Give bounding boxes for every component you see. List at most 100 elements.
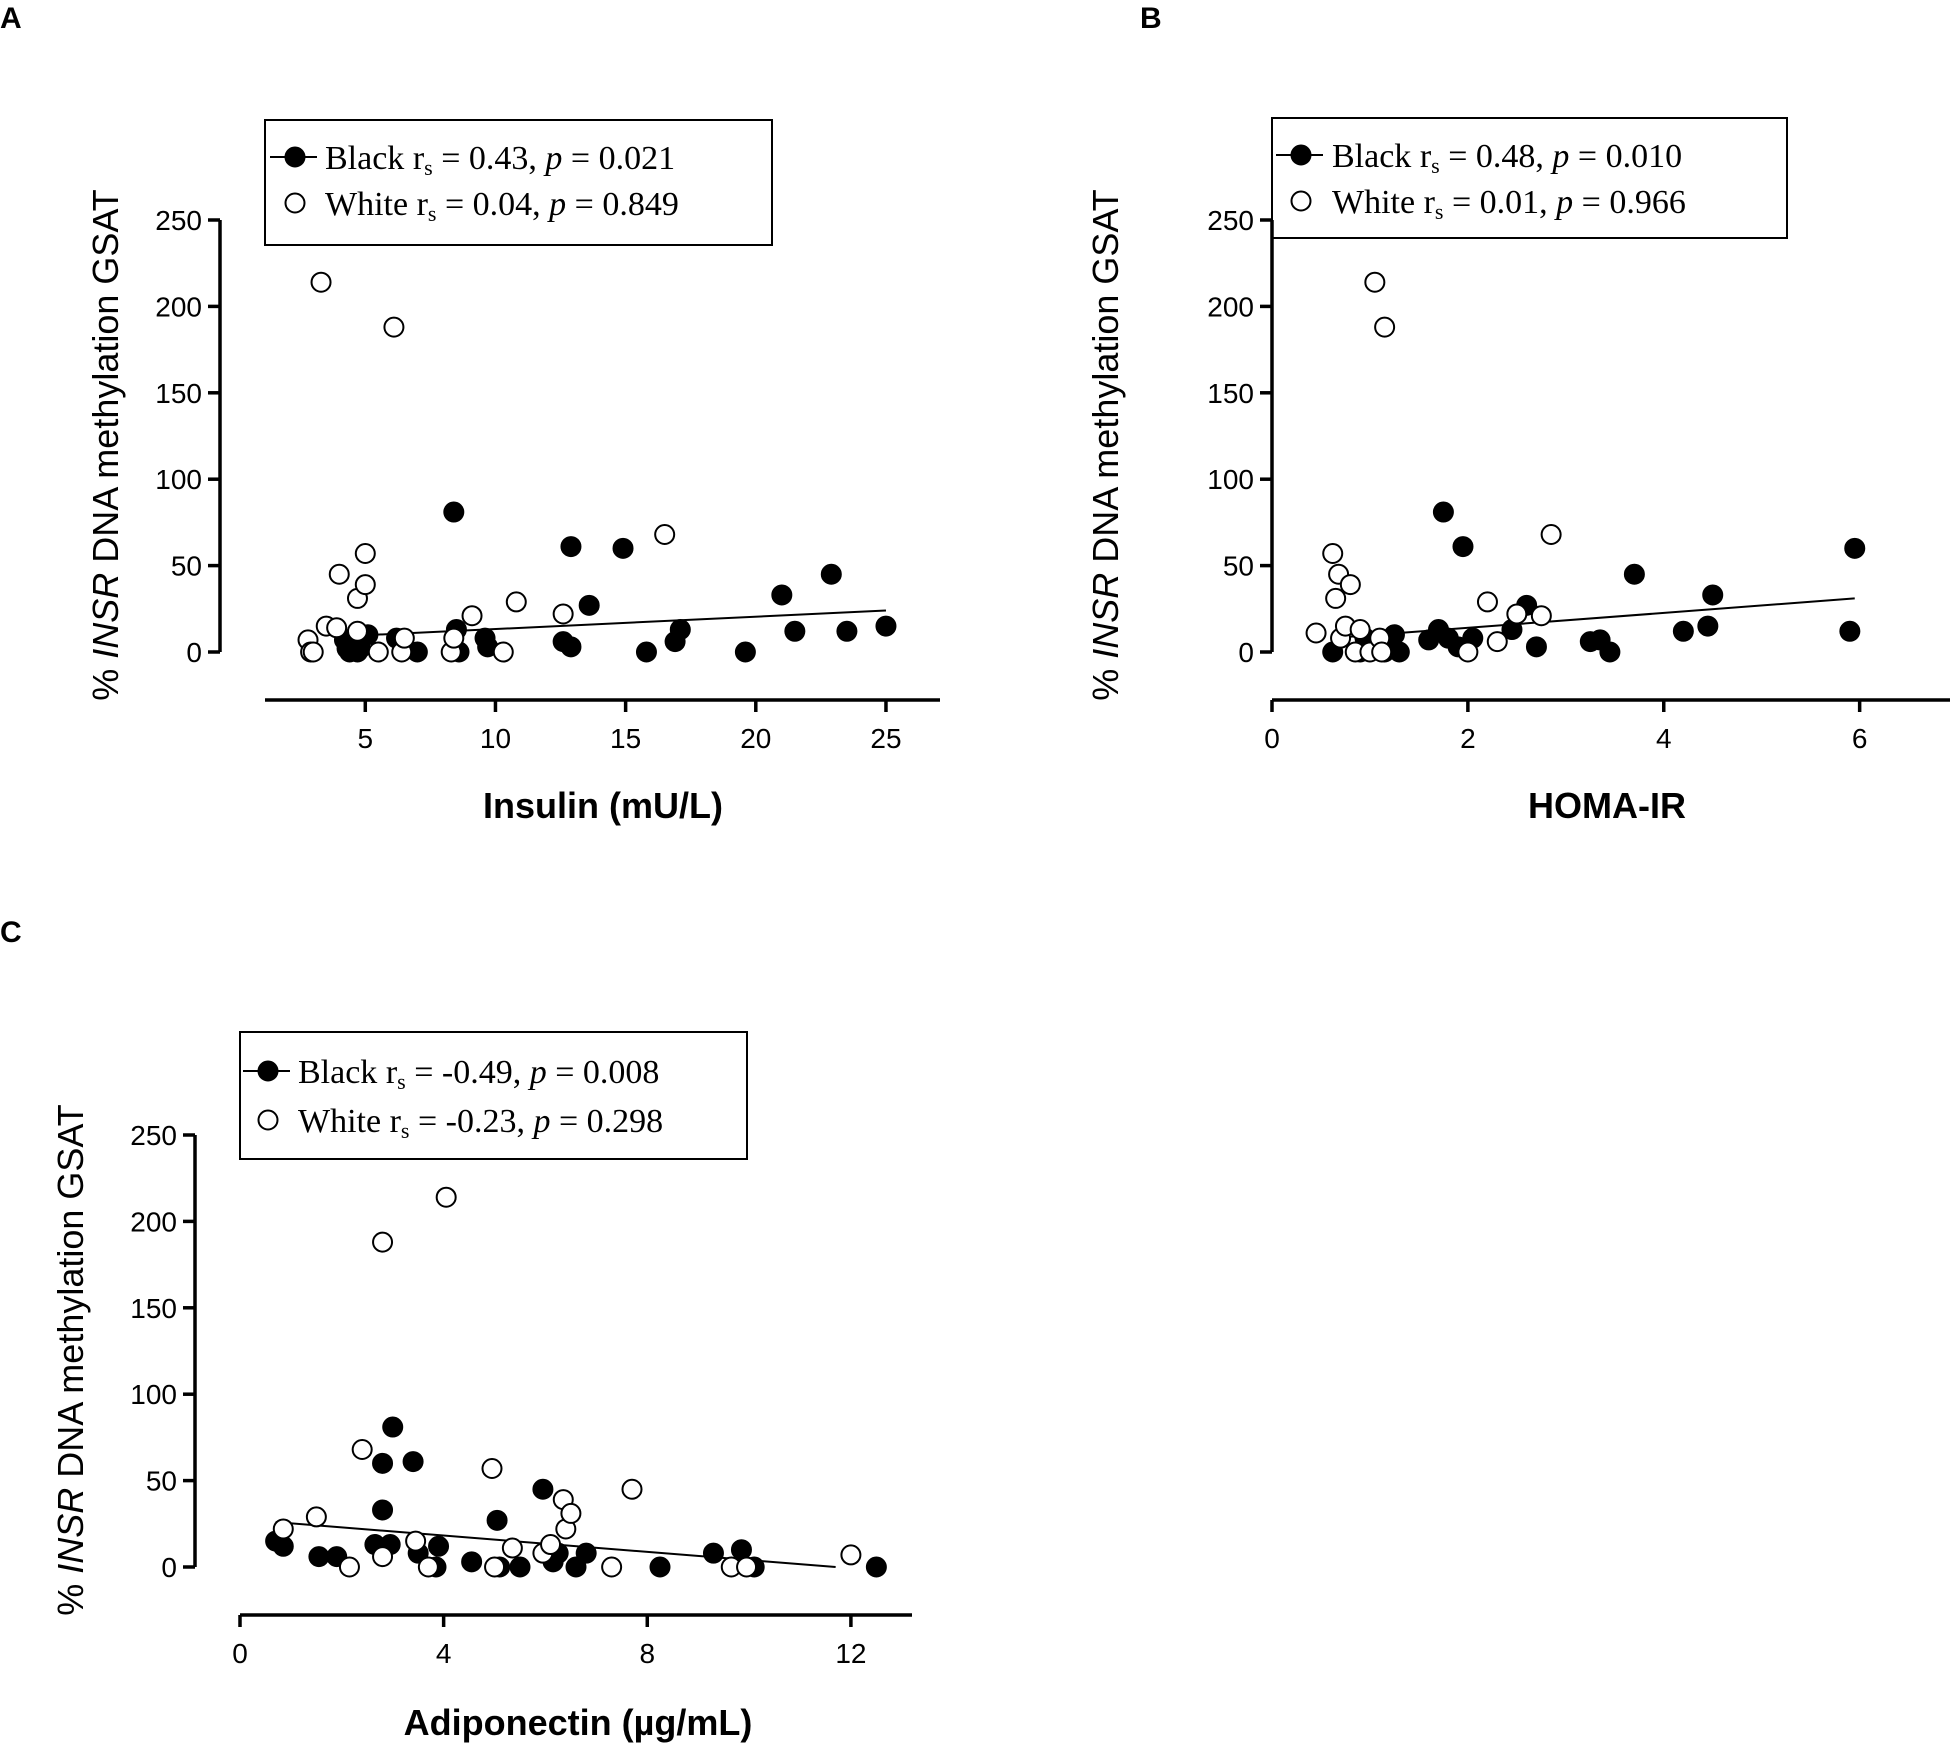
legend-entry-black: Black rs = -0.49, p = 0.008 <box>298 1054 659 1094</box>
legend-marker-black <box>284 146 306 168</box>
data-point-black <box>443 501 465 523</box>
data-point-black <box>509 1556 531 1578</box>
y-tick-label: 150 <box>130 1293 177 1324</box>
data-point-white <box>560 1502 582 1524</box>
data-point-black <box>532 1478 554 1500</box>
data-point-white <box>354 574 376 596</box>
data-point-white <box>417 1556 439 1578</box>
data-point-white <box>354 543 376 565</box>
panel-letter-c: C <box>0 916 22 949</box>
data-point-white <box>1530 605 1552 627</box>
data-point-black <box>1697 615 1719 637</box>
data-point-white <box>481 1458 503 1480</box>
data-point-white <box>654 523 676 545</box>
legend-entry-white: White rs = -0.23, p = 0.298 <box>298 1103 663 1143</box>
x-tick-label: 0 <box>232 1638 248 1669</box>
data-point-white <box>305 1506 327 1528</box>
data-point-white <box>1364 271 1386 293</box>
data-point-white <box>492 641 514 663</box>
y-tick-label: 150 <box>155 378 202 409</box>
trendline-black <box>1330 597 1855 640</box>
data-point-black <box>382 1416 404 1438</box>
y-tick-label: 50 <box>146 1466 177 1497</box>
data-point-black <box>1388 641 1410 663</box>
data-point-white <box>393 627 415 649</box>
series-white <box>1305 271 1562 663</box>
data-point-black <box>372 1452 394 1474</box>
y-tick-label: 200 <box>1207 291 1254 322</box>
x-tick-label: 5 <box>358 723 374 754</box>
data-point-black <box>702 1542 724 1564</box>
data-point-white <box>736 1556 758 1578</box>
legend-frame <box>239 1031 748 1160</box>
y-tick-label: 0 <box>161 1552 177 1583</box>
x-tick-label: 6 <box>1852 723 1868 754</box>
data-point-black <box>1452 536 1474 558</box>
y-tick-label: 50 <box>171 551 202 582</box>
x-tick-label: 12 <box>835 1638 866 1669</box>
data-point-white <box>435 1186 457 1208</box>
x-tick-label: 25 <box>870 723 901 754</box>
y-tick-label: 150 <box>1207 378 1254 409</box>
x-tick-label: 8 <box>639 1638 655 1669</box>
data-point-black <box>1525 636 1547 658</box>
data-point-white <box>367 641 389 663</box>
data-point-black <box>669 619 691 641</box>
data-point-white <box>1540 523 1562 545</box>
data-point-white <box>1325 587 1347 609</box>
data-point-white <box>372 1231 394 1253</box>
y-tick-label: 100 <box>155 464 202 495</box>
data-point-black <box>1599 641 1621 663</box>
x-tick-label: 20 <box>740 723 771 754</box>
legend-entry-white: White rs = 0.04, p = 0.849 <box>325 186 679 226</box>
axes: 0 50 100 150 200 250 0 2 4 6 <box>1207 205 1950 754</box>
data-point-black <box>734 641 756 663</box>
data-point-white <box>505 591 527 613</box>
data-point-black <box>272 1535 294 1557</box>
data-point-white <box>383 316 405 338</box>
y-tick-label: 200 <box>155 291 202 322</box>
series-white <box>272 1186 862 1578</box>
data-point-white <box>1506 603 1528 625</box>
y-tick-label: 250 <box>130 1120 177 1151</box>
data-point-white <box>461 605 483 627</box>
data-point-white <box>552 603 574 625</box>
data-point-white <box>840 1544 862 1566</box>
y-tick-label: 50 <box>1223 551 1254 582</box>
data-point-white <box>1349 619 1371 641</box>
data-point-black <box>1839 620 1861 642</box>
data-point-white <box>1339 574 1361 596</box>
data-point-black <box>486 1509 508 1531</box>
data-point-black <box>1702 584 1724 606</box>
data-point-white <box>443 627 465 649</box>
legend-marker-black <box>1290 144 1312 166</box>
x-tick-label: 10 <box>480 723 511 754</box>
data-point-black <box>730 1539 752 1561</box>
x-tick-label: 4 <box>1656 723 1672 754</box>
data-point-white <box>405 1530 427 1552</box>
panel-b: Black rs = 0.48, p = 0.010 White rs = 0.… <box>1085 117 1950 826</box>
data-point-black <box>461 1551 483 1573</box>
y-tick-label: 100 <box>1207 464 1254 495</box>
y-tick-label: 0 <box>1238 637 1254 668</box>
data-point-white <box>1476 591 1498 613</box>
legend-entry-black: Black rs = 0.43, p = 0.021 <box>325 140 675 180</box>
data-point-black <box>875 615 897 637</box>
data-point-white <box>302 641 324 663</box>
data-point-white <box>601 1556 623 1578</box>
series-black <box>1322 501 1866 663</box>
series-black <box>333 501 897 663</box>
x-tick-label: 4 <box>436 1638 452 1669</box>
data-point-black <box>649 1556 671 1578</box>
x-axis-label: HOMA-IR <box>1528 785 1686 826</box>
legend-box: Black rs = 0.48, p = 0.010 White rs = 0.… <box>1271 117 1788 239</box>
panel-c: Black rs = -0.49, p = 0.008 White rs = -… <box>50 1031 912 1743</box>
x-axis-label: Insulin (mU/L) <box>483 785 723 826</box>
y-axis-label: % INSR DNA methylation GSAT <box>85 189 126 701</box>
legend-entry-white: White rs = 0.01, p = 0.966 <box>1332 184 1686 224</box>
data-point-white <box>621 1478 643 1500</box>
data-point-black <box>565 1556 587 1578</box>
data-point-black <box>578 594 600 616</box>
data-point-white <box>328 563 350 585</box>
